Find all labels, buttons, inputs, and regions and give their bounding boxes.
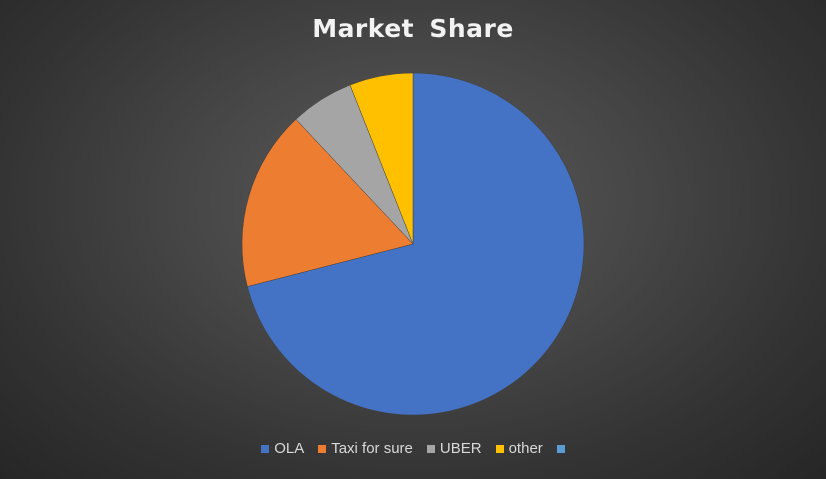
pie-slice-ola — [247, 72, 585, 416]
legend-item-other: other — [495, 440, 543, 457]
legend-swatch — [318, 444, 327, 453]
pie-slice-taxi-for-sure — [241, 118, 414, 287]
legend-label: Taxi for sure — [331, 440, 413, 457]
legend-label: UBER — [439, 440, 482, 457]
legend-swatch — [495, 444, 504, 453]
legend-item-uber: UBER — [426, 440, 482, 457]
chart-title: Market Share — [312, 14, 514, 43]
legend-swatch — [556, 444, 565, 453]
legend-item-ola: OLA — [261, 440, 304, 457]
pie-slice-other — [349, 72, 414, 245]
legend-item-blank — [556, 444, 565, 453]
legend-swatch — [261, 444, 270, 453]
chart-legend: OLA Taxi for sure UBER other — [0, 440, 826, 457]
legend-label: other — [508, 440, 543, 457]
legend-swatch — [426, 444, 435, 453]
legend-label: OLA — [274, 440, 305, 457]
legend-item-taxi-for-sure: Taxi for sure — [318, 440, 413, 457]
